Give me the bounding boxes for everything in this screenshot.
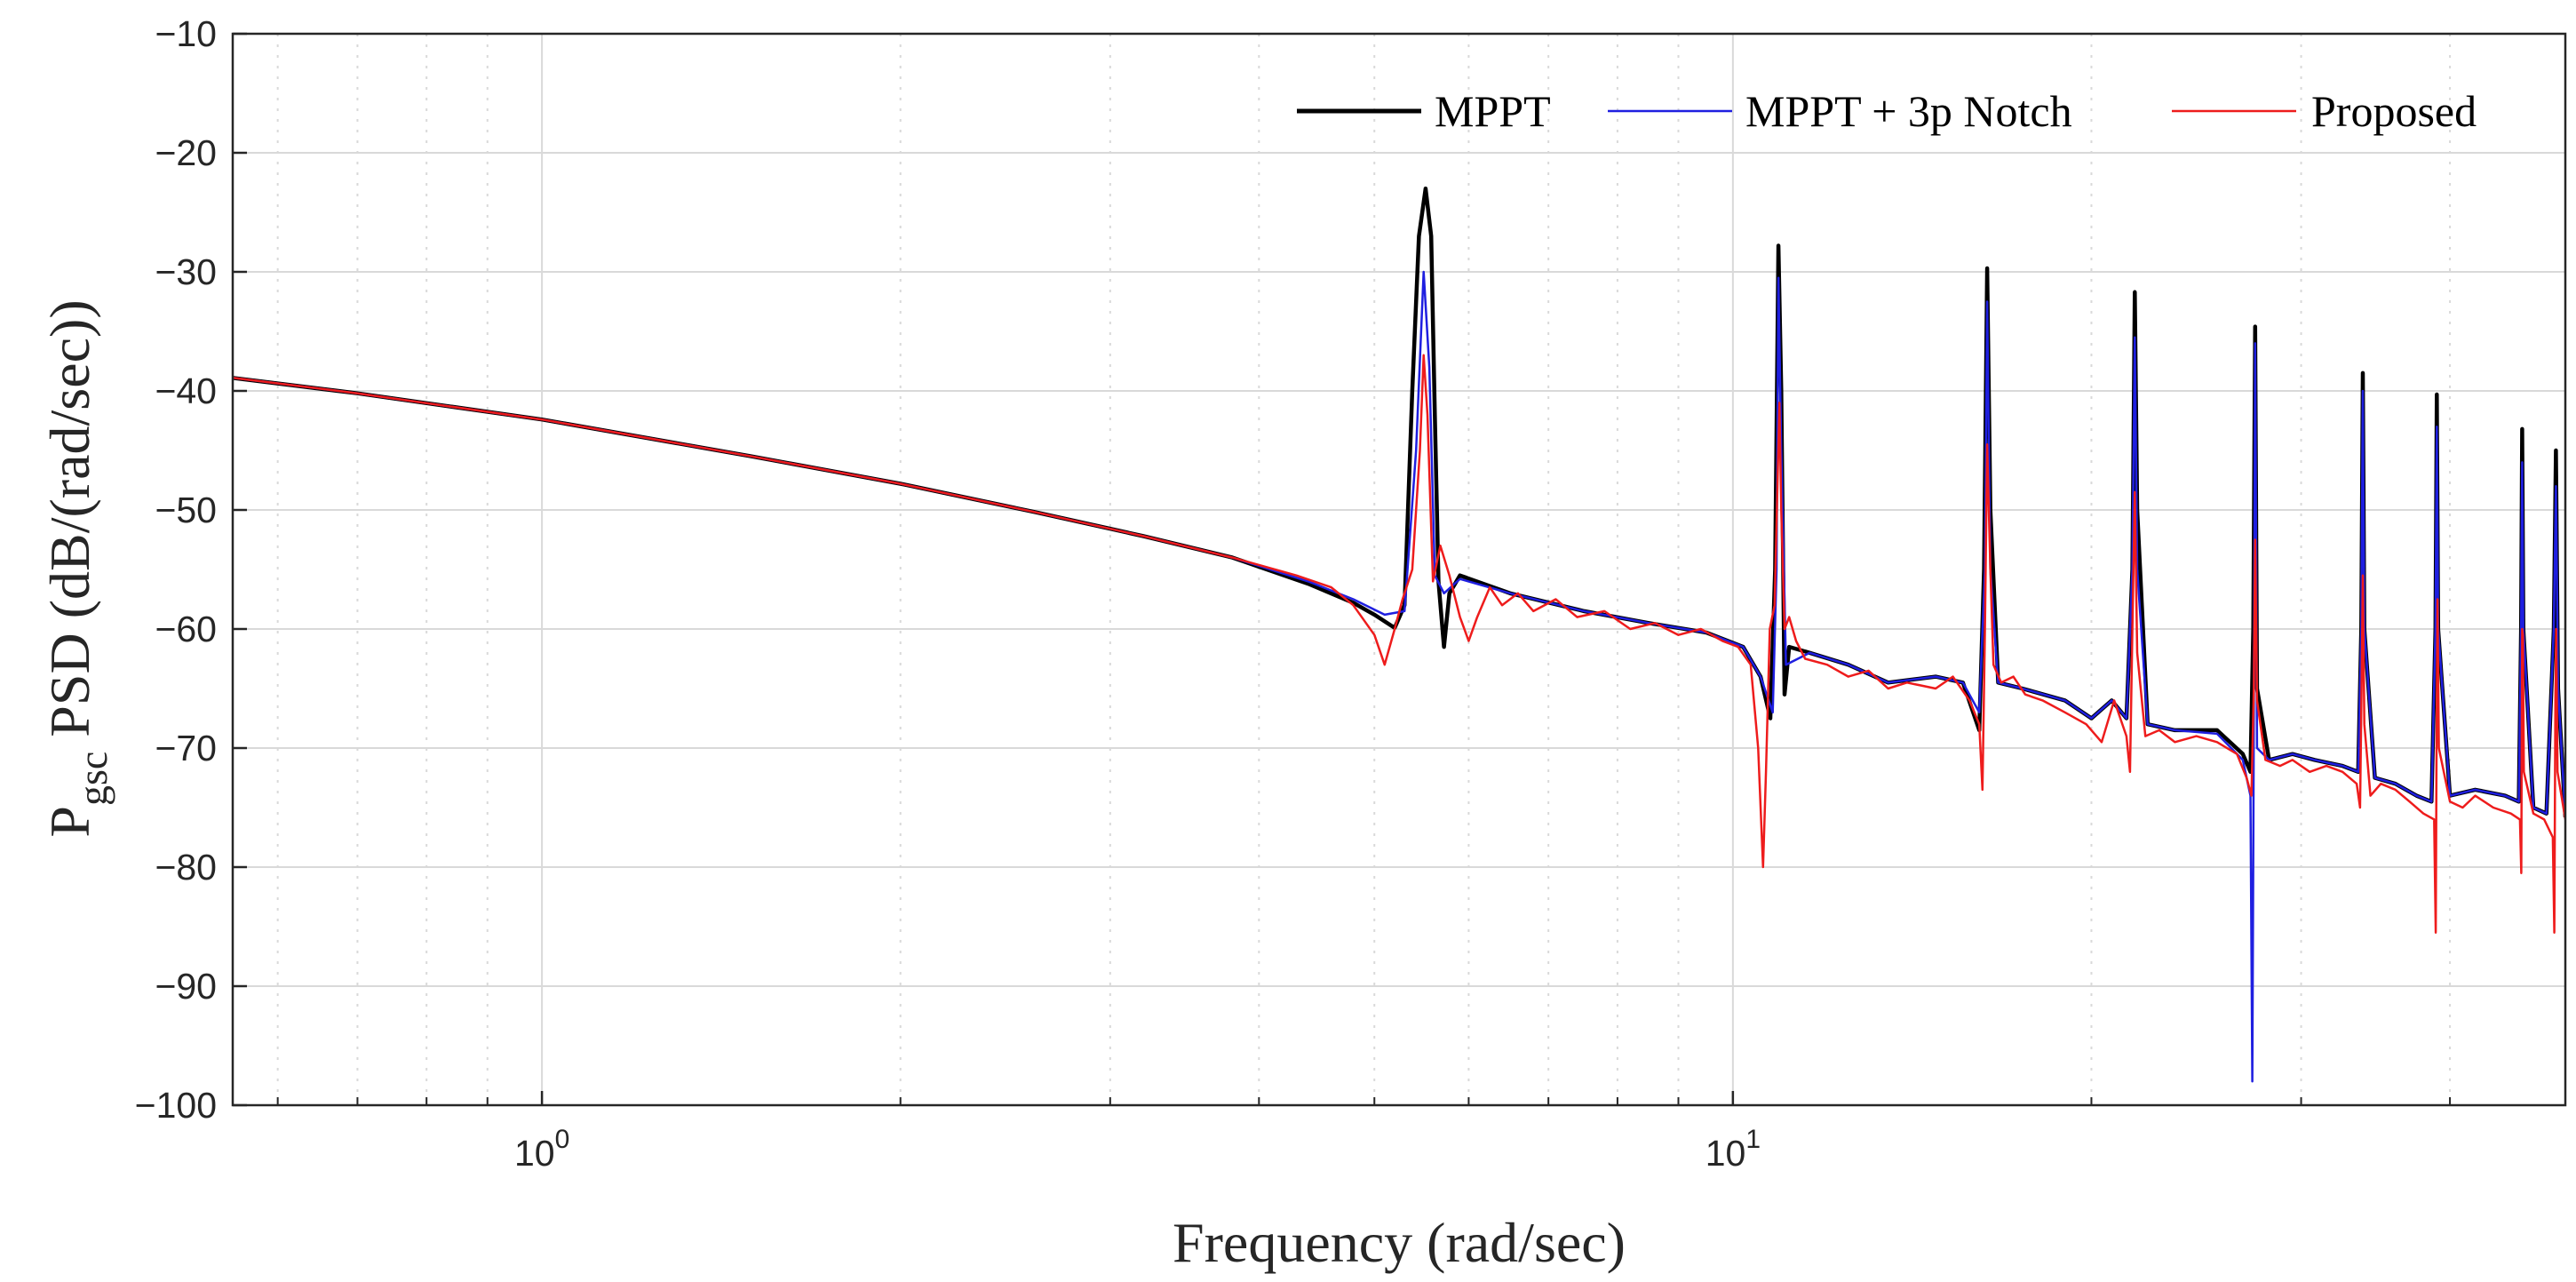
y-axis-title: Pgsc PSD (dB/(rad/sec)) (38, 299, 115, 837)
major-gridlines (233, 34, 2565, 1105)
legend: MPPT MPPT + 3p Notch Proposed (1297, 86, 2477, 136)
series-line-mppt-notch (233, 270, 2565, 1083)
legend-label-mppt-notch: MPPT + 3p Notch (1745, 86, 2072, 136)
x-tick-label-exponent: 0 (555, 1125, 570, 1154)
x-tick-label-base: 10 (514, 1133, 555, 1174)
x-tick-label-base: 10 (1705, 1133, 1746, 1174)
y-tick-label: −90 (155, 966, 217, 1007)
y-tick-label: −70 (155, 728, 217, 768)
x-axis-title: Frequency (rad/sec) (1173, 1211, 1626, 1274)
minor-gridlines (276, 34, 2566, 1105)
x-tick-label-exponent: 1 (1745, 1125, 1761, 1154)
series-layer (233, 186, 2565, 1083)
plot-area (233, 34, 2565, 1105)
y-axis-title-subscript: gsc (70, 752, 115, 806)
x-tick-label: 100 (514, 1125, 569, 1174)
y-tick-label: −40 (155, 370, 217, 411)
y-axis-title-main: P (38, 806, 101, 838)
x-tick-label: 101 (1705, 1125, 1761, 1174)
legend-label-proposed: Proposed (2311, 86, 2477, 136)
ticks-layer (233, 32, 2566, 1107)
y-tick-label: −60 (155, 609, 217, 649)
y-tick-label: −100 (135, 1085, 217, 1126)
axes-box (231, 32, 2567, 1107)
series-line-proposed (233, 354, 2565, 934)
y-tick-label: −50 (155, 490, 217, 530)
y-tick-label: −80 (155, 847, 217, 888)
y-tick-label: −10 (155, 13, 217, 54)
y-tick-label: −20 (155, 132, 217, 173)
legend-label-mppt: MPPT (1435, 86, 1551, 136)
y-tick-label: −30 (155, 251, 217, 292)
y-axis-title-unit: PSD (dB/(rad/sec)) (38, 299, 101, 751)
